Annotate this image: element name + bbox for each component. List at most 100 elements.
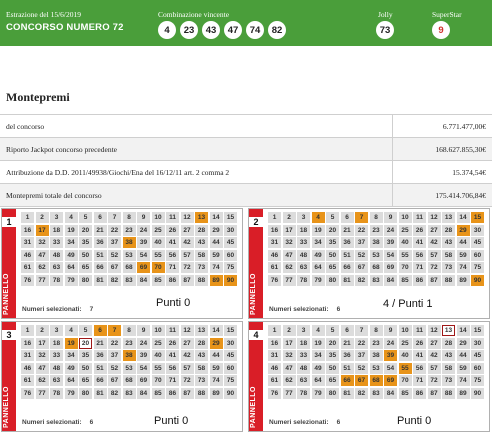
number-cell-75[interactable]: 75 <box>471 375 484 386</box>
number-cell-49[interactable]: 49 <box>64 249 78 261</box>
number-cell-20[interactable]: 20 <box>79 337 92 349</box>
number-cell-79[interactable]: 79 <box>311 387 325 399</box>
number-cell-13[interactable]: 13 <box>442 325 455 336</box>
number-cell-26[interactable]: 26 <box>166 224 179 236</box>
number-cell-90[interactable]: 90 <box>471 387 484 399</box>
number-cell-39[interactable]: 39 <box>137 237 150 248</box>
number-cell-22[interactable]: 22 <box>108 337 121 349</box>
number-cell-31[interactable]: 31 <box>268 237 281 248</box>
number-cell-70[interactable]: 70 <box>398 375 412 386</box>
number-cell-89[interactable]: 89 <box>209 274 223 286</box>
number-cell-3[interactable]: 3 <box>50 325 63 336</box>
number-cell-52[interactable]: 52 <box>108 362 121 374</box>
number-cell-76[interactable]: 76 <box>21 274 34 286</box>
number-cell-32[interactable]: 32 <box>282 237 296 248</box>
number-cell-84[interactable]: 84 <box>137 387 150 399</box>
number-cell-6[interactable]: 6 <box>340 212 354 223</box>
number-cell-82[interactable]: 82 <box>108 387 121 399</box>
number-cell-19[interactable]: 19 <box>64 224 78 236</box>
number-cell-47[interactable]: 47 <box>282 249 296 261</box>
number-cell-42[interactable]: 42 <box>180 350 194 361</box>
number-cell-72[interactable]: 72 <box>427 375 441 386</box>
number-cell-61[interactable]: 61 <box>268 375 281 386</box>
number-cell-35[interactable]: 35 <box>79 350 92 361</box>
number-cell-60[interactable]: 60 <box>224 362 237 374</box>
number-cell-4[interactable]: 4 <box>311 325 325 336</box>
number-cell-45[interactable]: 45 <box>471 350 484 361</box>
number-cell-57[interactable]: 57 <box>427 362 441 374</box>
number-cell-42[interactable]: 42 <box>427 350 441 361</box>
number-cell-40[interactable]: 40 <box>151 237 165 248</box>
number-cell-2[interactable]: 2 <box>282 325 296 336</box>
number-cell-59[interactable]: 59 <box>209 362 223 374</box>
number-cell-67[interactable]: 67 <box>355 262 368 273</box>
number-cell-63[interactable]: 63 <box>50 375 63 386</box>
number-cell-30[interactable]: 30 <box>471 337 484 349</box>
number-cell-43[interactable]: 43 <box>195 350 208 361</box>
number-cell-67[interactable]: 67 <box>355 375 368 386</box>
number-cell-80[interactable]: 80 <box>326 387 339 399</box>
number-cell-8[interactable]: 8 <box>122 212 136 223</box>
number-cell-28[interactable]: 28 <box>442 224 455 236</box>
number-cell-81[interactable]: 81 <box>93 387 107 399</box>
number-cell-27[interactable]: 27 <box>180 337 194 349</box>
number-cell-45[interactable]: 45 <box>471 237 484 248</box>
number-cell-64[interactable]: 64 <box>64 375 78 386</box>
number-cell-59[interactable]: 59 <box>209 249 223 261</box>
number-cell-46[interactable]: 46 <box>268 249 281 261</box>
number-cell-5[interactable]: 5 <box>79 212 92 223</box>
number-cell-22[interactable]: 22 <box>355 224 368 236</box>
number-cell-75[interactable]: 75 <box>471 262 484 273</box>
number-cell-54[interactable]: 54 <box>137 362 150 374</box>
number-cell-90[interactable]: 90 <box>224 274 237 286</box>
number-cell-76[interactable]: 76 <box>268 274 281 286</box>
number-cell-9[interactable]: 9 <box>137 212 150 223</box>
number-cell-20[interactable]: 20 <box>326 337 339 349</box>
number-cell-73[interactable]: 73 <box>195 262 208 273</box>
number-cell-61[interactable]: 61 <box>21 262 34 273</box>
number-cell-17[interactable]: 17 <box>35 337 49 349</box>
number-cell-43[interactable]: 43 <box>442 237 455 248</box>
number-cell-79[interactable]: 79 <box>64 387 78 399</box>
number-cell-6[interactable]: 6 <box>93 325 107 336</box>
number-cell-41[interactable]: 41 <box>166 237 179 248</box>
number-cell-72[interactable]: 72 <box>180 262 194 273</box>
number-cell-44[interactable]: 44 <box>456 350 470 361</box>
number-cell-5[interactable]: 5 <box>326 212 339 223</box>
number-cell-77[interactable]: 77 <box>282 387 296 399</box>
number-cell-85[interactable]: 85 <box>151 274 165 286</box>
number-cell-34[interactable]: 34 <box>311 350 325 361</box>
number-cell-42[interactable]: 42 <box>427 237 441 248</box>
number-cell-58[interactable]: 58 <box>442 362 455 374</box>
number-cell-49[interactable]: 49 <box>64 362 78 374</box>
number-cell-74[interactable]: 74 <box>456 375 470 386</box>
number-cell-51[interactable]: 51 <box>340 362 354 374</box>
number-cell-88[interactable]: 88 <box>442 274 455 286</box>
number-cell-3[interactable]: 3 <box>297 325 310 336</box>
number-cell-37[interactable]: 37 <box>355 237 368 248</box>
number-cell-40[interactable]: 40 <box>398 350 412 361</box>
number-cell-65[interactable]: 65 <box>79 262 92 273</box>
number-cell-88[interactable]: 88 <box>442 387 455 399</box>
number-cell-82[interactable]: 82 <box>355 387 368 399</box>
number-cell-71[interactable]: 71 <box>166 262 179 273</box>
number-cell-17[interactable]: 17 <box>35 224 49 236</box>
number-cell-41[interactable]: 41 <box>413 350 426 361</box>
number-cell-56[interactable]: 56 <box>413 249 426 261</box>
number-cell-10[interactable]: 10 <box>398 212 412 223</box>
number-cell-10[interactable]: 10 <box>151 212 165 223</box>
number-cell-79[interactable]: 79 <box>64 274 78 286</box>
number-cell-17[interactable]: 17 <box>282 224 296 236</box>
number-cell-25[interactable]: 25 <box>398 337 412 349</box>
number-cell-78[interactable]: 78 <box>50 274 63 286</box>
number-cell-54[interactable]: 54 <box>384 249 397 261</box>
number-cell-41[interactable]: 41 <box>413 237 426 248</box>
number-cell-47[interactable]: 47 <box>35 362 49 374</box>
number-cell-1[interactable]: 1 <box>21 325 34 336</box>
number-cell-80[interactable]: 80 <box>79 274 92 286</box>
number-cell-86[interactable]: 86 <box>413 274 426 286</box>
number-cell-21[interactable]: 21 <box>93 337 107 349</box>
number-cell-9[interactable]: 9 <box>384 212 397 223</box>
number-cell-23[interactable]: 23 <box>122 337 136 349</box>
number-cell-36[interactable]: 36 <box>340 237 354 248</box>
